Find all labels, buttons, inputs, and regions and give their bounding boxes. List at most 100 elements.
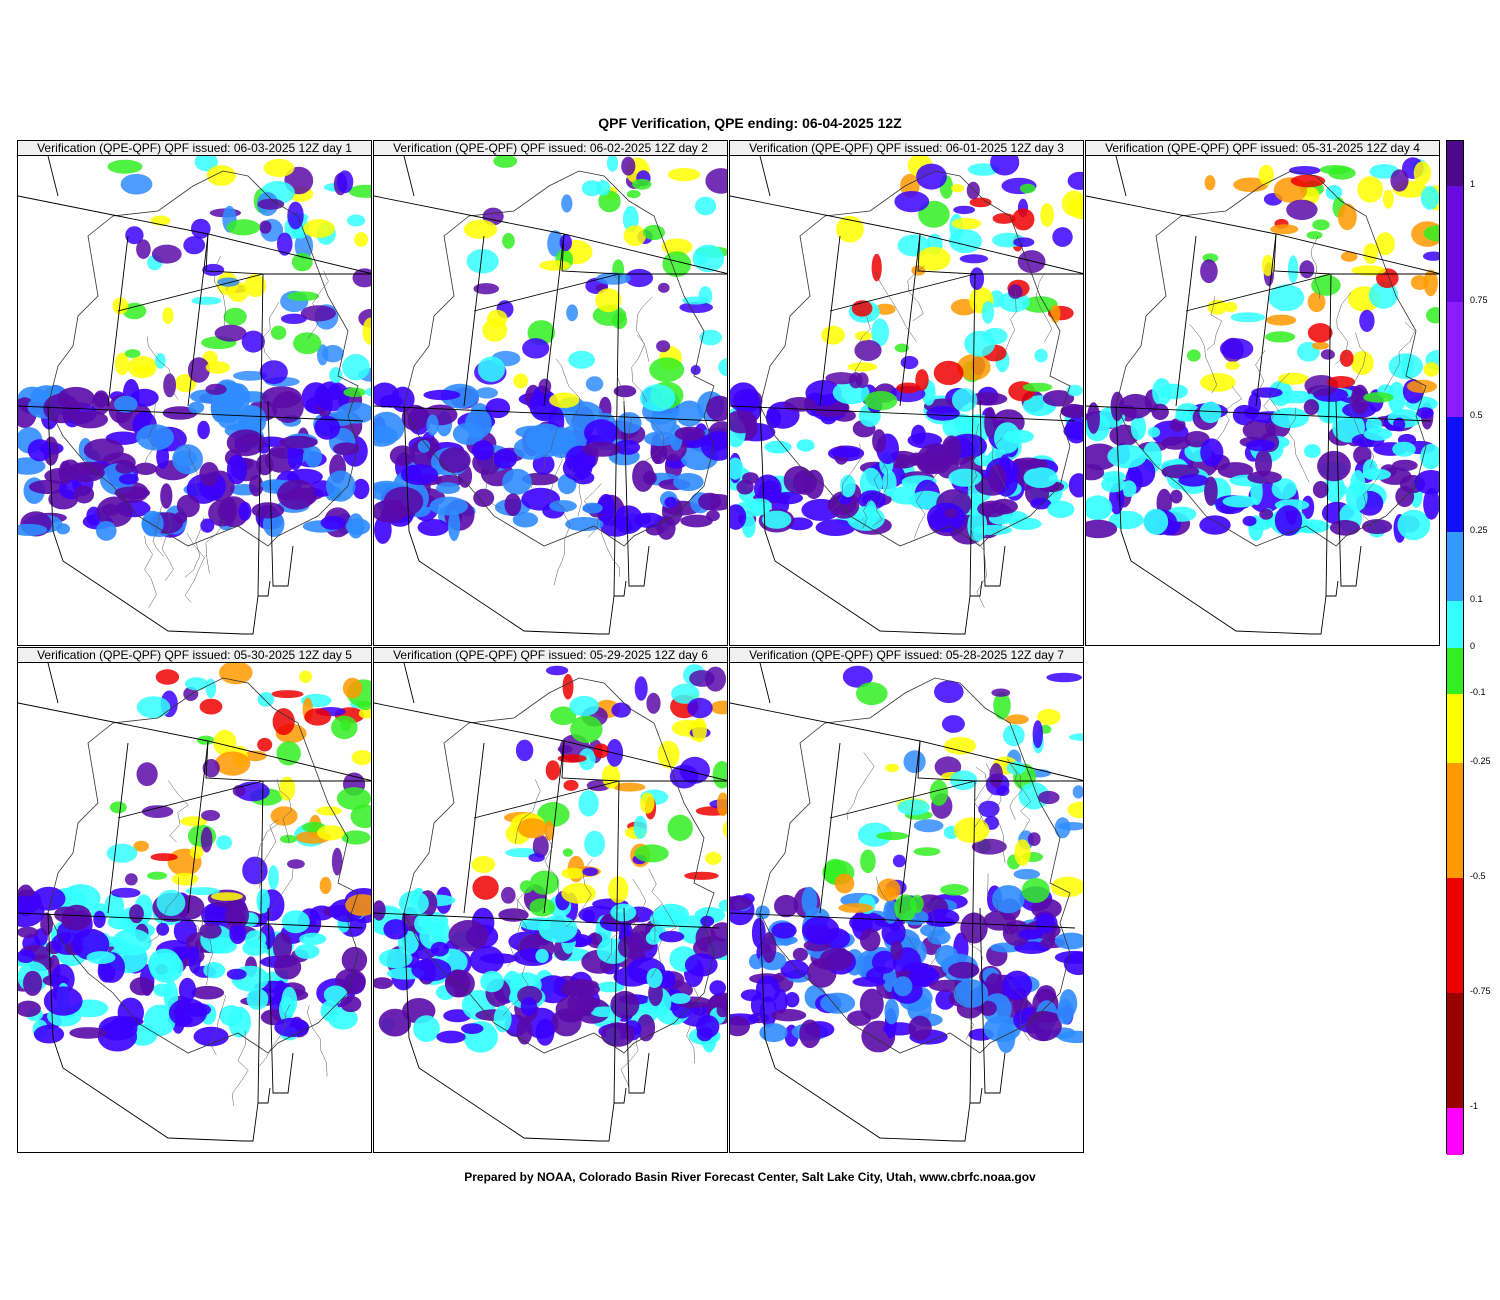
precip-cell [136,696,171,719]
precip-cell [1086,519,1118,539]
precip-cell [687,697,713,719]
precip-cell [515,739,534,762]
river-line [262,302,280,381]
river-line [600,509,620,577]
state-boundary [403,405,600,635]
precip-cell [352,478,370,500]
precip-cell [83,438,124,462]
precip-cell [649,909,688,928]
precip-cell [1327,376,1356,388]
precip-cell [133,840,149,852]
precip-cell [1219,338,1254,360]
precip-cell [1274,505,1303,536]
precip-cell [197,420,210,440]
precip-cell [674,426,706,441]
precip-cell [256,454,274,476]
precip-cell [188,946,201,974]
legend-band [1447,993,1463,1108]
precip-cell [1130,414,1146,441]
precip-cell [596,981,625,993]
precip-cell [545,760,561,781]
precip-cell [193,1026,229,1047]
precip-cell [205,361,231,374]
precip-cell [61,904,92,931]
precip-map [730,156,1083,635]
state-boundary [117,780,264,819]
precip-cell [705,851,722,865]
precip-cell [792,947,808,962]
legend-band [1447,648,1463,694]
precip-cell [770,1009,807,1022]
precip-cell [1207,299,1228,315]
precip-cell [263,159,295,177]
state-boundary [623,907,650,1094]
river-line [1007,759,1023,820]
precip-cell [1031,898,1062,920]
precip-cell [528,853,545,862]
precip-cell [646,692,661,714]
state-boundary [917,740,1083,782]
state-boundary [730,405,1076,422]
river-line [231,1030,249,1106]
precip-cell [913,819,944,833]
precip-cell [1170,489,1183,504]
precip-cell [884,998,899,1025]
precip-cell [838,903,874,913]
precip-cell [259,360,288,385]
precip-cell [200,826,213,853]
legend-tick-label: 0.1 [1470,594,1483,604]
precip-cell [256,888,270,914]
precip-cell [819,947,854,971]
precip-cell [883,899,898,924]
precip-cell [617,936,637,958]
precip-cell [171,872,199,886]
precip-cell [348,184,371,198]
precip-cell [820,992,856,1014]
precip-cell [238,501,252,521]
river-line [184,517,204,578]
precip-cell [136,762,158,787]
precip-cell [342,354,370,381]
precip-cell [1186,349,1201,362]
precip-cell [114,486,151,500]
precip-cell [1178,474,1209,487]
precip-cell [716,1003,727,1018]
precip-cell [1255,449,1272,477]
precip-cell [1359,309,1375,332]
precip-cell [785,992,800,1008]
precip-cell [112,297,129,315]
precip-cell [871,253,882,282]
precip-cell [378,948,413,969]
precip-cell [1353,445,1372,465]
precip-cell [233,370,267,381]
precip-cell [699,329,722,346]
precip-cell [342,677,363,699]
precip-cell [343,387,366,398]
precip-cell [1261,254,1274,277]
precip-cell [208,499,236,527]
river-line [152,499,167,557]
precip-cell [1009,517,1042,530]
precip-cell [892,854,906,868]
precip-cell [114,352,130,376]
precip-cell [774,894,799,918]
precip-cell [125,226,144,245]
precip-cell [1339,349,1354,367]
precip-cell [611,702,631,718]
precip-cell [799,1019,821,1049]
river-line [1348,395,1374,468]
precip-cell [400,464,438,485]
state-boundary [47,663,59,704]
state-boundary [759,405,956,635]
precip-cell [417,519,449,536]
precip-cell [477,356,505,382]
precip-cell [1311,274,1341,296]
precip-cell [885,763,900,773]
precip-cell [341,946,368,973]
precip-cell [1143,508,1169,535]
precip-cell [1304,444,1321,459]
precip-cell [994,422,1021,454]
precip-field [730,665,1083,1054]
precip-cell [271,690,304,699]
river-line [307,270,329,340]
